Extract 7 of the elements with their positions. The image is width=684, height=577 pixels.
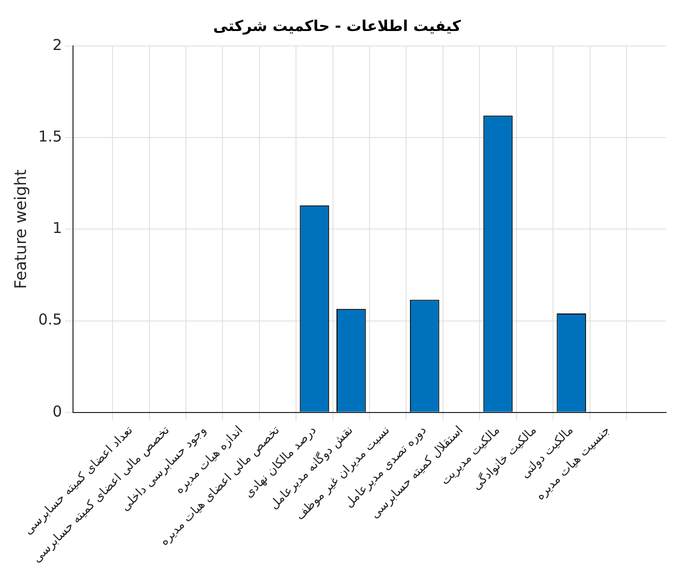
y-axis-title: Feature weight [10, 169, 30, 289]
chart-title: کیفیت اطلاعات - حاکمیت شرکتی [213, 16, 462, 35]
y-tick-label: 2 [52, 36, 62, 54]
y-tick-label: 0 [52, 402, 62, 420]
y-tick-label: 1.5 [38, 127, 62, 146]
y-tick-label: 0.5 [38, 310, 62, 329]
y-tick-label: 1 [52, 219, 62, 238]
